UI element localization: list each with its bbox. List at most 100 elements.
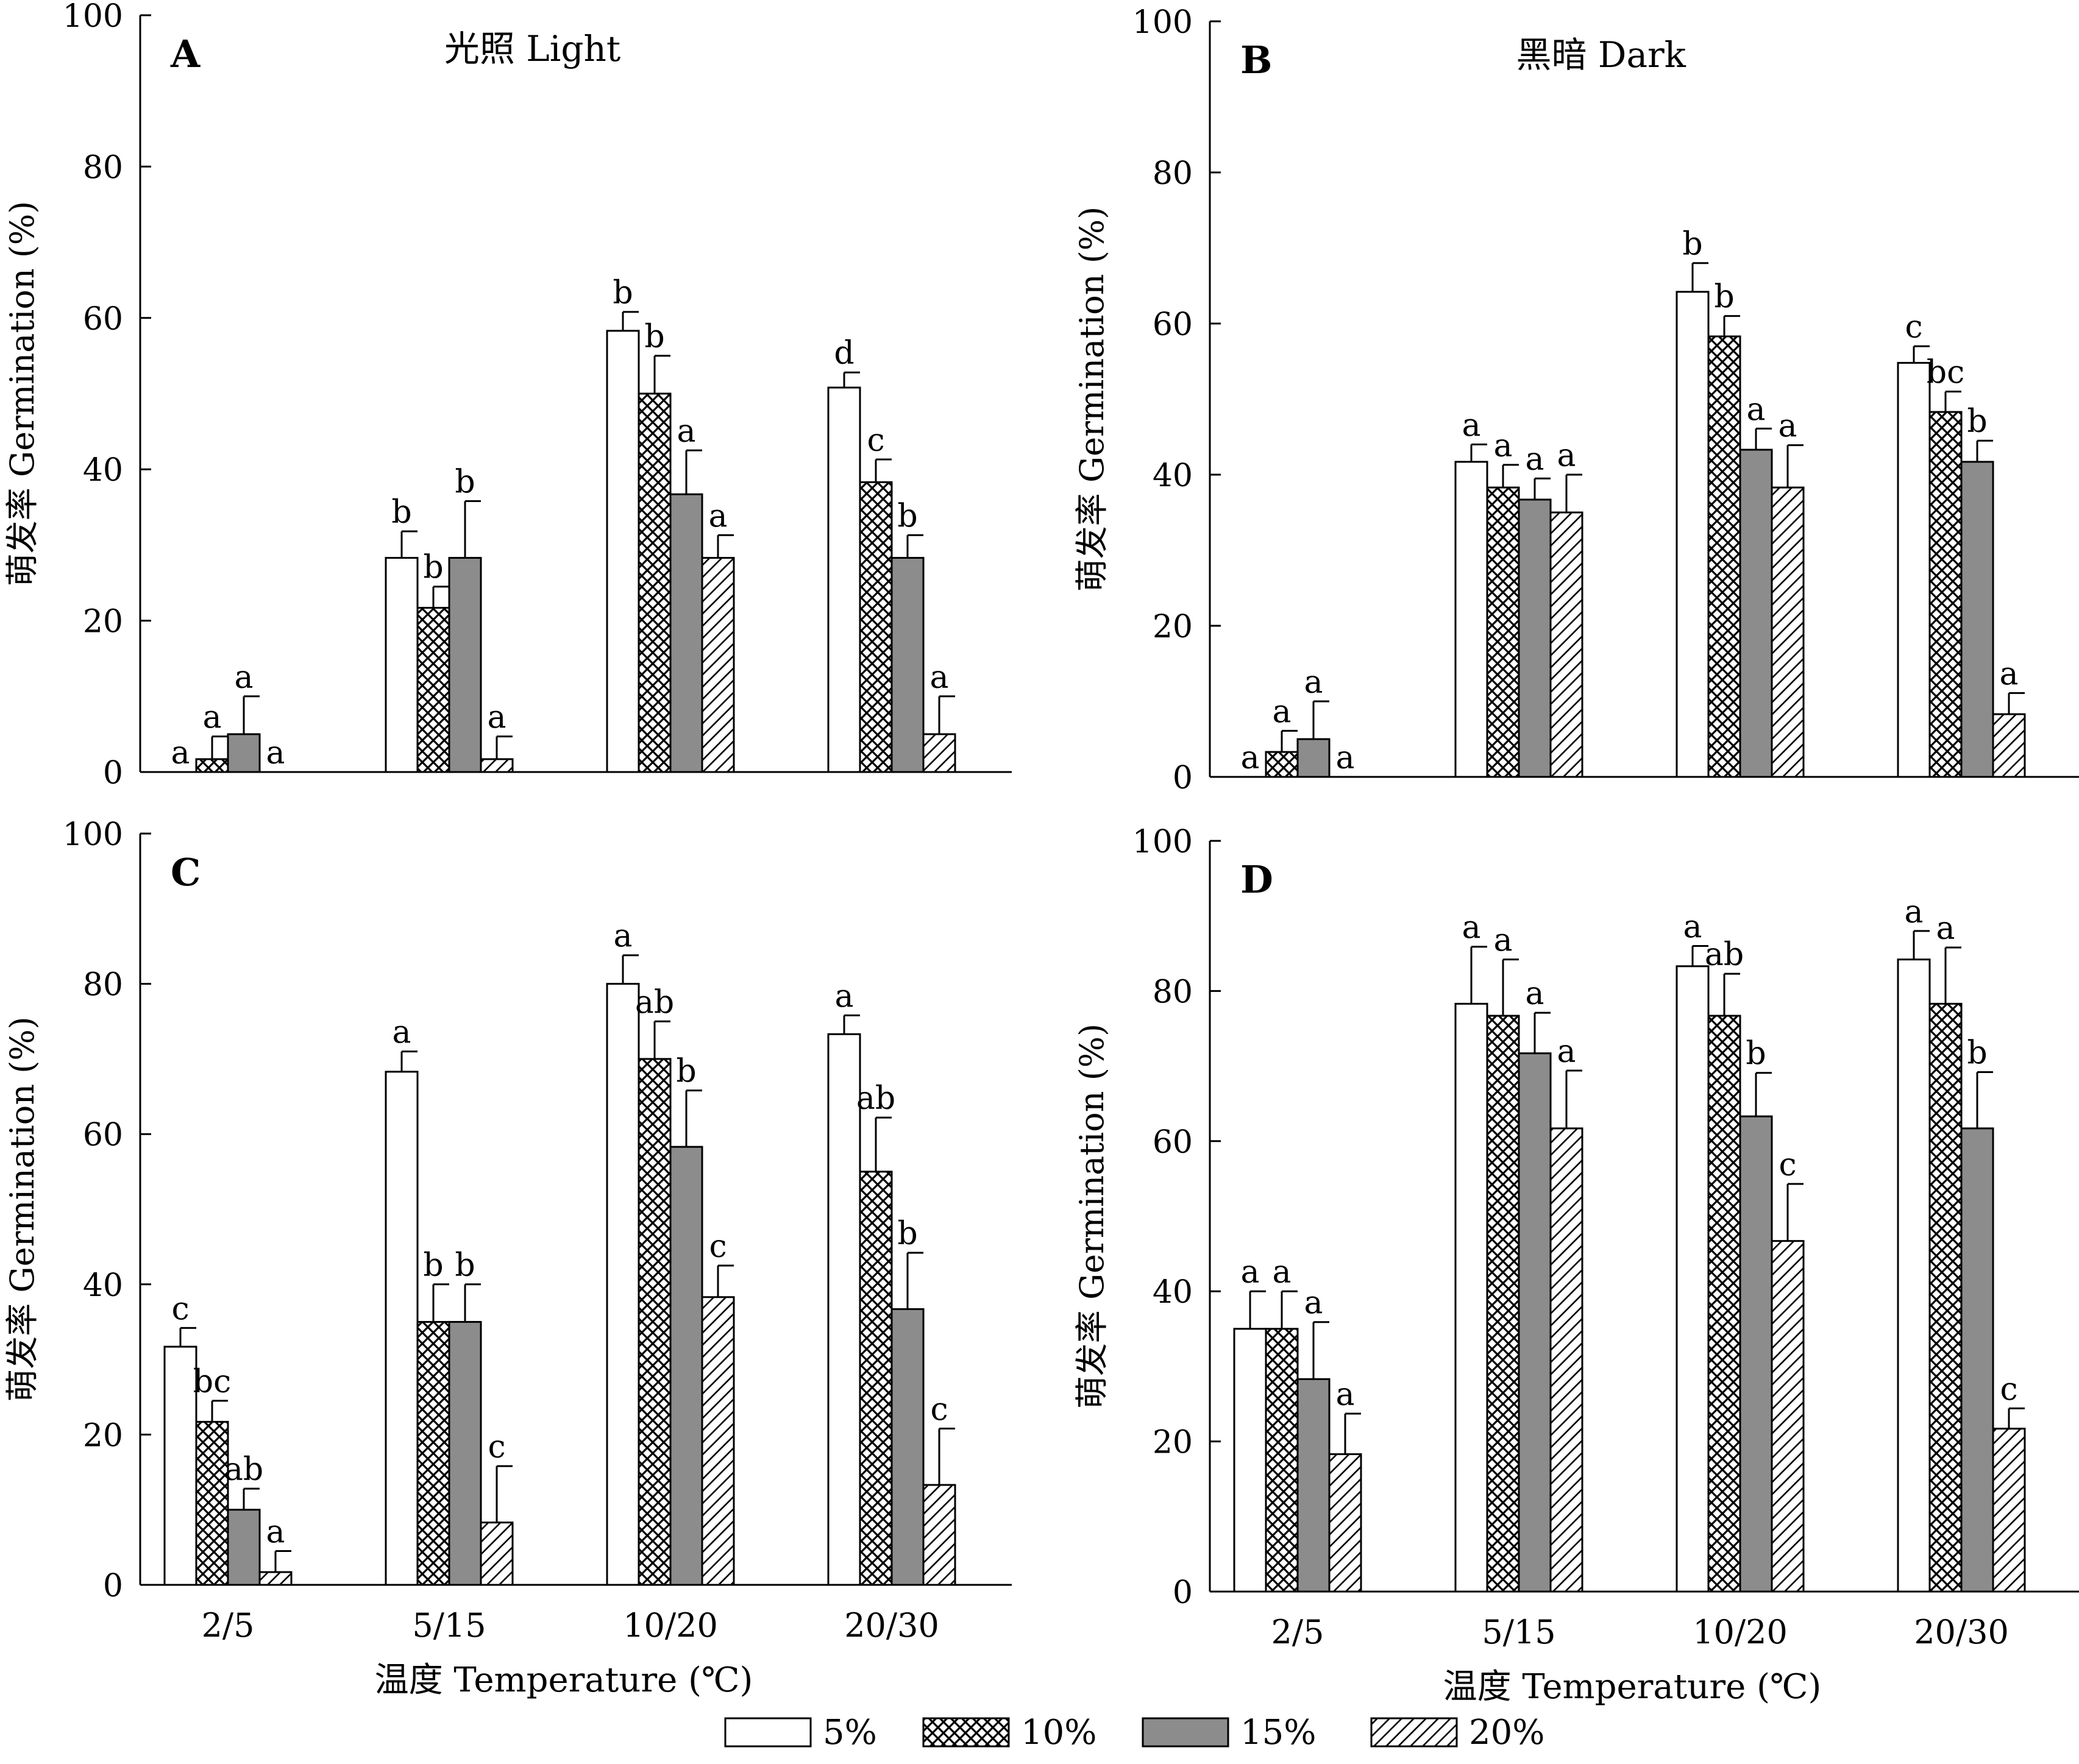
significance-letter: a (1525, 976, 1544, 1012)
bar-15pct-2-5 (227, 733, 261, 773)
significance-letter: a (1272, 693, 1291, 730)
legend-swatch-15pct (1142, 1717, 1229, 1748)
significance-letter: c (488, 1429, 505, 1465)
significance-letter: a (1462, 407, 1480, 444)
significance-letter: c (1905, 309, 1922, 345)
bar-15pct-10-20 (1739, 1115, 1773, 1593)
bar-5pct-10-20 (1676, 965, 1710, 1593)
significance-letter: a (266, 1514, 285, 1551)
legend-label-20pct: 20% (1469, 1713, 1544, 1752)
significance-letter: a (929, 659, 948, 696)
y-tick-label: 60 (83, 301, 123, 338)
bar-10pct-5-15 (416, 1320, 450, 1586)
panel-label: D (1240, 857, 1273, 902)
significance-letter: a (613, 918, 632, 955)
significance-letter: b (455, 1247, 475, 1284)
y-tick-label: 0 (103, 1568, 123, 1604)
significance-letter: bc (193, 1364, 231, 1400)
bar-10pct-5-15 (416, 606, 450, 773)
bar-20pct-2-5 (1328, 1453, 1362, 1593)
bar-5pct-2-5 (1233, 1328, 1267, 1593)
significance-letter: b (1967, 403, 1987, 440)
y-tick-label: 0 (1173, 760, 1193, 796)
panel-title: 黑暗 Dark (1516, 34, 1686, 76)
y-tick-label: 80 (1153, 974, 1193, 1010)
significance-letter: c (867, 422, 884, 459)
bar-20pct-5-15 (1549, 1127, 1583, 1593)
bar-20pct-10-20 (701, 1296, 735, 1586)
significance-letter: c (2000, 1371, 2017, 1408)
significance-letter: a (202, 700, 221, 736)
significance-letter: b (676, 1054, 696, 1090)
bar-20pct-5-15 (480, 758, 514, 773)
significance-letter: b (897, 1216, 917, 1252)
legend-label-15pct: 15% (1240, 1713, 1316, 1752)
significance-letter: a (171, 735, 190, 771)
significance-letter: ab (635, 984, 674, 1021)
significance-letter: a (1272, 1254, 1291, 1291)
significance-letter: ab (1705, 937, 1744, 973)
y-tick-label: 60 (1153, 306, 1193, 343)
bar-15pct-5-15 (1518, 498, 1552, 778)
y-tick-label: 80 (83, 967, 123, 1004)
panel-label: C (171, 850, 201, 894)
significance-letter: b (391, 494, 411, 531)
y-tick-label: 60 (83, 1117, 123, 1153)
significance-letter: ab (224, 1451, 263, 1488)
significance-letter: a (1304, 664, 1323, 701)
bar-15pct-2-5 (1296, 738, 1331, 778)
bar-5pct-10-20 (1676, 291, 1710, 778)
chart-panel-b: 0 20 40 60 80 100 萌发率 Germination (%) B 黑暗 Dark a… (1073, 4, 2079, 796)
significance-letter: a (1683, 909, 1702, 945)
y-tick-label: 40 (1153, 1274, 1193, 1311)
panel-title: 光照 Light (444, 28, 620, 69)
bar-10pct-10-20 (638, 392, 672, 773)
significance-letter: a (1493, 428, 1512, 464)
significance-letter: a (266, 735, 285, 771)
x-tick-label: 10/20 (623, 1606, 718, 1645)
bar-5pct-10-20 (606, 983, 640, 1586)
y-tick-label: 100 (1132, 824, 1193, 860)
significance-letter: a (487, 700, 506, 736)
significance-letter: b (1714, 279, 1734, 316)
bar-15pct-20-30 (890, 1308, 925, 1586)
significance-letter: a (1746, 391, 1765, 428)
significance-letter: a (1304, 1285, 1323, 1322)
significance-letter: b (423, 550, 443, 586)
significance-letter: b (897, 498, 917, 534)
bar-5pct-5-15 (1454, 1002, 1488, 1593)
y-tick-label: 80 (83, 149, 123, 186)
chart-panel-a: 0 20 40 60 80 100 萌发率 Germination (%) A 光照 Light… (3, 0, 1012, 792)
significance-letter: c (171, 1291, 189, 1327)
x-tick-label: 10/20 (1693, 1613, 1788, 1651)
significance-letter: a (1778, 408, 1797, 445)
y-axis-label: 萌发率 Germination (%) (3, 1016, 41, 1401)
bar-10pct-2-5 (195, 758, 229, 773)
x-tick-label: 20/30 (1914, 1613, 2009, 1651)
significance-letter: a (1240, 740, 1259, 776)
significance-letter: a (1240, 1254, 1259, 1291)
significance-letter: a (1936, 910, 1955, 947)
y-tick-label: 0 (103, 755, 123, 792)
x-axis-label: 温度 Temperature (℃) (375, 1660, 753, 1700)
y-tick-label: 20 (83, 1417, 123, 1454)
significance-letter: a (677, 413, 695, 450)
bar-10pct-10-20 (1707, 335, 1741, 778)
significance-letter: a (1999, 656, 2018, 692)
significance-letter: a (1335, 740, 1354, 776)
legend-swatch-10pct (922, 1717, 1010, 1748)
bar-5pct-20-30 (827, 386, 861, 773)
bar-10pct-2-5 (1265, 1328, 1299, 1593)
x-tick-label: 5/15 (1482, 1613, 1555, 1651)
bar-10pct-20-30 (1928, 1002, 1963, 1593)
bar-15pct-20-30 (1960, 1127, 1994, 1593)
significance-letter: a (1335, 1376, 1354, 1413)
chart-panels: 0 20 40 60 80 100 萌发率 Germination (%) A 光照 Light… (3, 0, 2079, 1707)
legend-swatch-20pct (1370, 1717, 1458, 1748)
bar-20pct-10-20 (1771, 1240, 1805, 1593)
significance-letter: a (1493, 923, 1512, 959)
bar-15pct-10-20 (1739, 448, 1773, 778)
panel-label: B (1240, 38, 1272, 82)
